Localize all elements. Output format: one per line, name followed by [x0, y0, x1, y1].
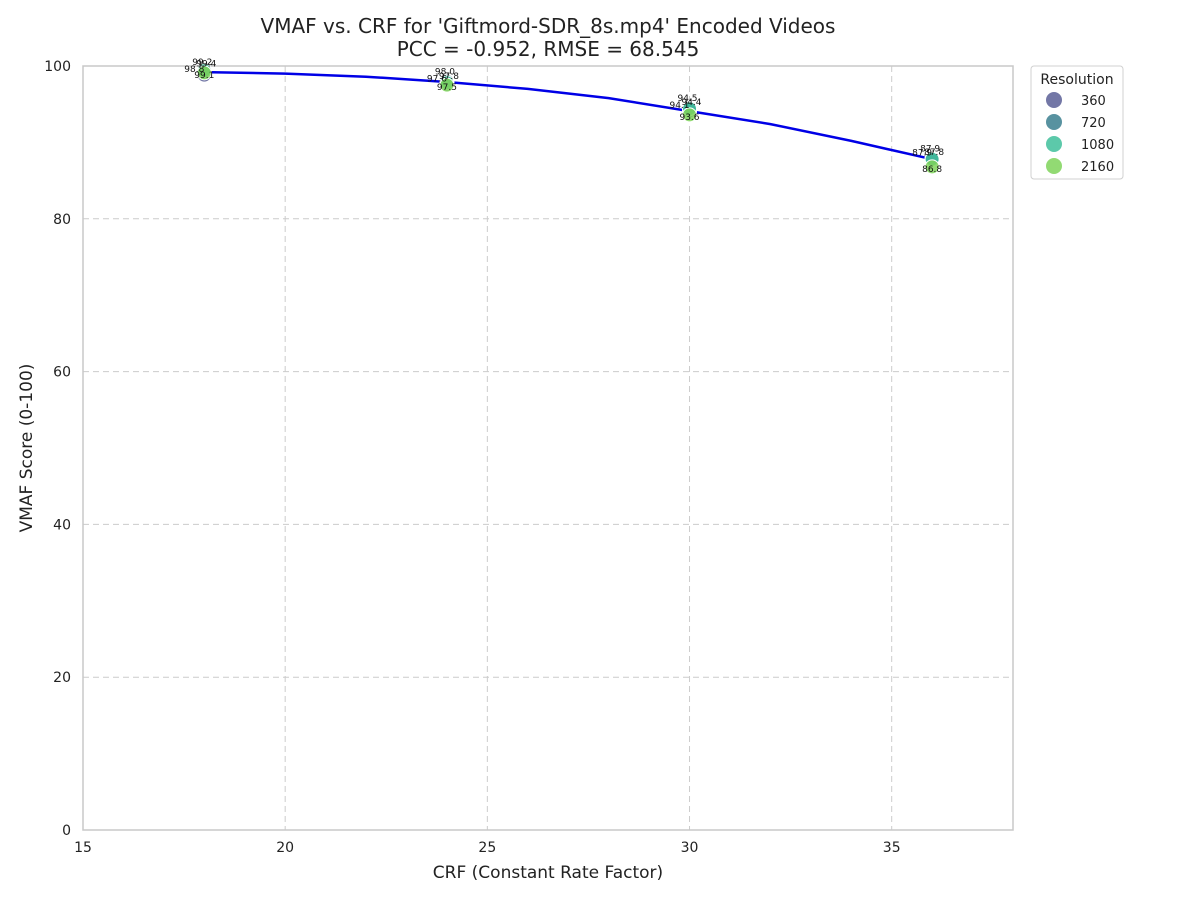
chart-title: VMAF vs. CRF for 'Giftmord-SDR_8s.mp4' E… [261, 14, 836, 38]
plot-frame [82, 65, 1014, 831]
points-layer [196, 63, 940, 175]
legend-label-360: 360 [1081, 94, 1106, 109]
legend-entries: 360 720 1080 2160 [1046, 92, 1114, 175]
x-axis-label: CRF (Constant Rate Factor) [433, 863, 663, 883]
legend-title: Resolution [1040, 72, 1113, 88]
data-label-360: 97.6 [427, 74, 447, 84]
x-tick-label: 25 [478, 840, 496, 856]
x-tick-label: 35 [883, 840, 901, 856]
legend: Resolution 360 720 1080 2160 [1030, 65, 1124, 180]
legend-marker-2160 [1046, 158, 1062, 174]
y-axis-label: VMAF Score (0-100) [17, 364, 37, 533]
data-labels-layer: 98.8 97.6 94.1 87.9 99.2 98.0 94.5 87.9 99.4 97.8… [184, 58, 944, 175]
data-label-1080: 87.8 [924, 148, 944, 158]
data-point-2160 [196, 65, 212, 81]
data-label-720: 99.2 [192, 58, 212, 68]
data-label-360: 94.1 [669, 101, 689, 111]
legend-marker-1080 [1046, 136, 1062, 152]
legend-marker-360 [1046, 92, 1062, 108]
data-label-720: 94.5 [677, 94, 697, 104]
chart-subtitle: PCC = -0.952, RMSE = 68.545 [397, 37, 700, 61]
x-tick-label: 20 [276, 840, 294, 856]
data-label-2160: 97.5 [437, 83, 457, 93]
y-tick-label: 20 [53, 670, 71, 686]
data-label-1080: 94.4 [681, 98, 701, 108]
data-label-720: 98.0 [435, 67, 455, 77]
data-label-1080: 97.8 [439, 72, 459, 82]
y-tick-label: 40 [53, 517, 71, 533]
y-tick-label: 0 [62, 823, 71, 839]
legend-label-2160: 2160 [1081, 160, 1114, 175]
data-point-2160 [439, 77, 455, 93]
fit-line-layer [204, 70, 933, 161]
x-tick-label: 30 [681, 840, 699, 856]
legend-label-720: 720 [1081, 116, 1106, 131]
grid-layer [83, 66, 1013, 830]
x-tick-label: 15 [74, 840, 92, 856]
data-label-360: 87.9 [912, 148, 932, 158]
data-label-720: 87.9 [920, 144, 940, 154]
fit-line [204, 70, 933, 161]
data-label-360: 98.8 [184, 65, 204, 75]
y-tick-label: 60 [53, 365, 71, 381]
data-point-2160 [924, 159, 940, 175]
data-point-2160 [682, 107, 698, 123]
ticks-layer: 15 20 25 30 35 0 20 40 60 80 100 [44, 59, 900, 856]
data-label-2160: 86.8 [922, 165, 942, 175]
data-label-1080: 99.4 [196, 60, 216, 70]
data-label-2160: 99.1 [194, 71, 214, 81]
data-label-2160: 93.6 [679, 113, 699, 123]
legend-marker-720 [1046, 114, 1062, 130]
y-tick-label: 100 [44, 59, 71, 75]
y-tick-label: 80 [53, 212, 71, 228]
legend-label-1080: 1080 [1081, 138, 1114, 153]
